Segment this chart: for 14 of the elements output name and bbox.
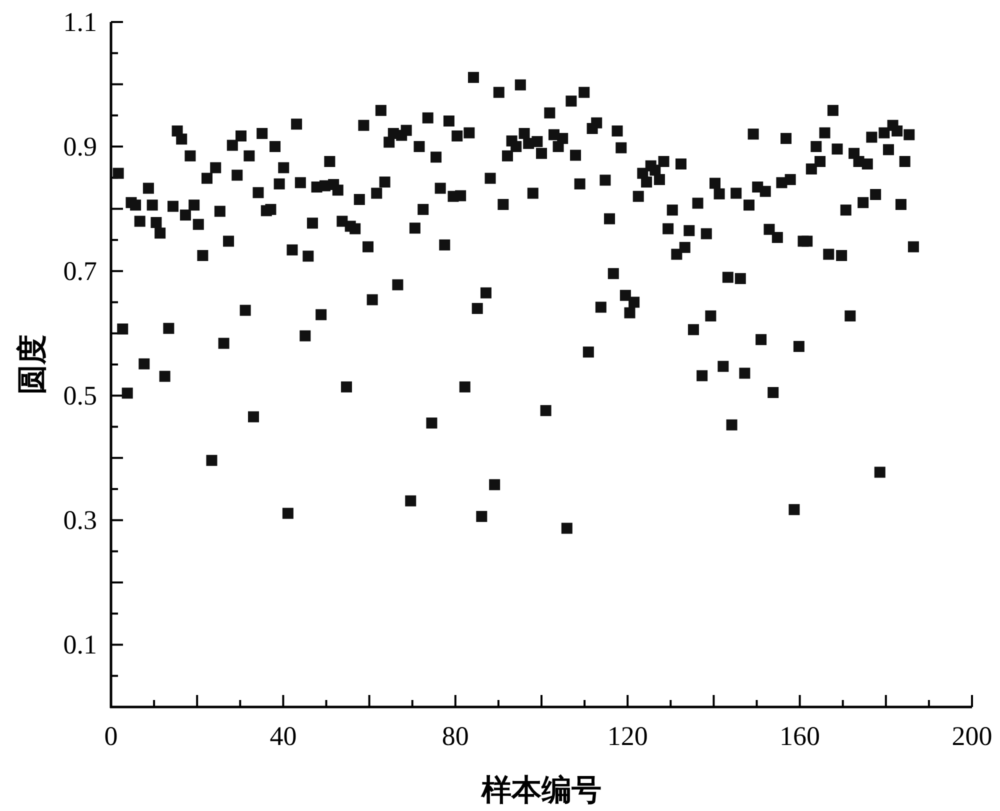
y-axis-title: 圆度 [15, 334, 49, 394]
x-tick-label: 0 [104, 721, 118, 751]
y-tick-label: 0.1 [63, 630, 97, 660]
x-tick-label: 80 [442, 721, 469, 751]
y-tick-label: 0.3 [63, 505, 97, 536]
x-tick-label: 120 [607, 721, 648, 751]
y-tick-label: 0.5 [63, 380, 97, 411]
y-tick-label: 0.9 [63, 132, 97, 162]
y-tick-label: 0.7 [63, 256, 97, 286]
x-tick-label: 200 [952, 721, 992, 751]
x-axis-title: 样本编号 [480, 774, 602, 807]
x-tick-label: 160 [780, 721, 820, 751]
y-tick-label: 1.1 [63, 7, 97, 37]
x-tick-label: 40 [270, 721, 297, 751]
